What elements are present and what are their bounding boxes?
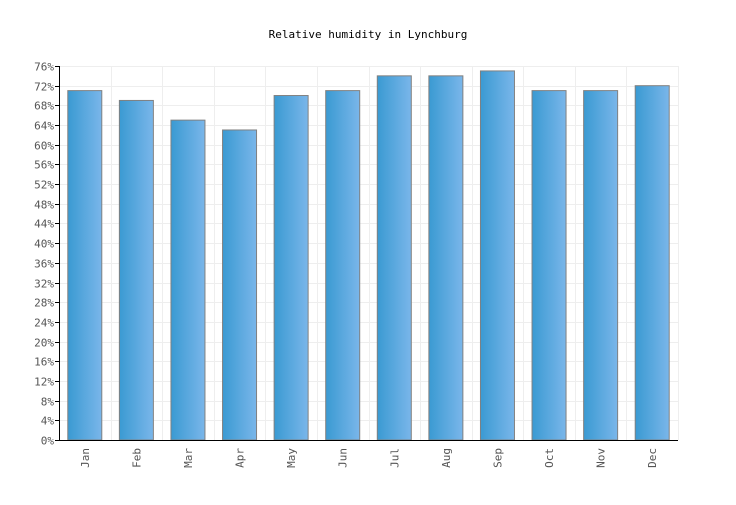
x-tick-label: Oct xyxy=(543,448,556,468)
y-tick-label: 32% xyxy=(34,278,54,291)
y-tick-label: 0% xyxy=(41,435,55,448)
y-tick-label: 40% xyxy=(34,238,54,251)
y-tick-label: 76% xyxy=(34,61,54,74)
bar-nov xyxy=(583,90,619,441)
y-tick-label: 12% xyxy=(34,376,54,389)
y-tick-label: 36% xyxy=(34,258,54,271)
x-tick-label: Aug xyxy=(440,448,453,468)
y-tick-label: 28% xyxy=(34,297,54,310)
bar-aug xyxy=(428,75,464,441)
x-tick-label: Feb xyxy=(130,448,143,468)
y-tick-label: 56% xyxy=(34,159,54,172)
bar-feb xyxy=(118,99,154,441)
bar-jul xyxy=(376,75,412,441)
x-tick-label: Jan xyxy=(79,448,92,468)
x-tick-label: Mar xyxy=(182,448,195,468)
bar-apr xyxy=(222,129,258,441)
y-tick-label: 64% xyxy=(34,120,54,133)
bar-jun xyxy=(325,90,361,441)
y-tick-label: 20% xyxy=(34,337,54,350)
x-tick-label: Dec xyxy=(646,448,659,468)
x-tick-label: Jul xyxy=(388,448,401,468)
y-tick-label: 48% xyxy=(34,199,54,212)
y-tick-label: 8% xyxy=(41,396,55,409)
bar-sep xyxy=(479,70,515,441)
x-tick-label: Nov xyxy=(595,448,608,468)
y-tick-label: 44% xyxy=(34,218,54,231)
bar-oct xyxy=(531,90,567,441)
chart-title: Relative humidity in Lynchburg xyxy=(269,28,468,41)
bar-dec xyxy=(634,85,670,441)
y-tick-label: 16% xyxy=(34,356,54,369)
y-tick-label: 52% xyxy=(34,179,54,192)
bar-may xyxy=(273,95,309,441)
x-tick-label: Jun xyxy=(337,448,350,468)
y-tick-label: 60% xyxy=(34,140,54,153)
y-tick-label: 72% xyxy=(34,81,54,94)
x-tick-label: Apr xyxy=(234,448,247,468)
bar-mar xyxy=(170,119,206,441)
y-tick-label: 24% xyxy=(34,317,54,330)
x-tick-label: May xyxy=(285,448,298,468)
x-tick-label: Sep xyxy=(491,448,504,468)
y-tick-label: 68% xyxy=(34,100,54,113)
bar-jan xyxy=(67,90,103,441)
y-tick-label: 4% xyxy=(41,415,55,428)
